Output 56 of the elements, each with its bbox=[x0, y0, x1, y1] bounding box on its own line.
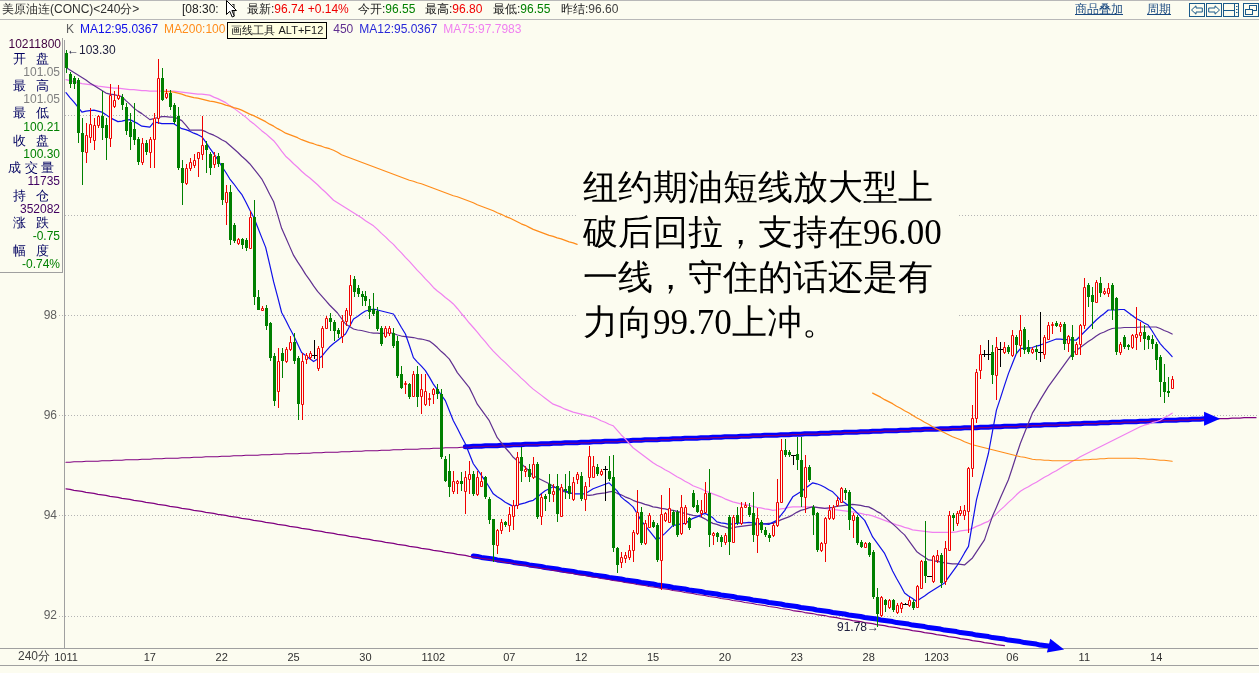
x-tick-label: 12 bbox=[575, 651, 588, 664]
y-tick-label: 92 bbox=[43, 608, 58, 623]
x-tick-label: 23 bbox=[790, 651, 803, 664]
text: 收盘 bbox=[13, 133, 49, 148]
text: 幅度 bbox=[13, 243, 49, 258]
text: 周期 bbox=[1147, 2, 1171, 16]
text: 100.30 bbox=[23, 147, 60, 161]
text: 101.05 bbox=[23, 92, 60, 106]
text: 涨跌 bbox=[13, 215, 49, 230]
text: -0.74% bbox=[21, 257, 60, 271]
text: MA200:100 bbox=[164, 22, 226, 36]
annotation: ←103.30 bbox=[67, 43, 116, 57]
x-tick-label: 14 bbox=[1150, 651, 1163, 664]
text: 昨结:96.60 bbox=[561, 2, 619, 16]
text: MA12:95.0367 bbox=[359, 22, 438, 36]
text: 352082 bbox=[19, 202, 60, 216]
annotation: 91.78→ bbox=[836, 620, 879, 634]
text: 最低 bbox=[13, 105, 49, 120]
y-tick-label: 98 bbox=[43, 307, 58, 322]
x-tick-label: 06 bbox=[1006, 651, 1019, 664]
x-tick-label: 1011 bbox=[54, 651, 78, 664]
x-tick-label: 1102 bbox=[421, 651, 446, 664]
annotation: 纽约期油短线放大型上破后回拉，支持在96.00一线，守住的话还是有力向99.70上冲。 bbox=[583, 167, 943, 344]
x-tick-label: 11 bbox=[1078, 651, 1090, 664]
x-tick-label: 20 bbox=[718, 651, 732, 664]
text: 最高:96.80 bbox=[425, 2, 483, 16]
x-tick-label: 28 bbox=[862, 651, 875, 664]
y-tick-label: 94 bbox=[43, 508, 58, 523]
text: 最高 bbox=[13, 78, 49, 93]
legend-title: K bbox=[66, 22, 75, 36]
text: 持仓 bbox=[13, 188, 49, 203]
text: MA75:97.7983 bbox=[443, 22, 522, 36]
text: 画线工具 ALT+F12 bbox=[227, 21, 328, 39]
text: -0.75 bbox=[32, 229, 60, 243]
text: 最低:96.55 bbox=[493, 2, 551, 16]
text: 100.21 bbox=[23, 120, 60, 134]
x-tick-label: 30 bbox=[359, 651, 372, 664]
text: 10211800 bbox=[8, 37, 61, 51]
text: 101.05 bbox=[23, 65, 60, 79]
x-tick-label: 15 bbox=[646, 651, 660, 664]
y-tick-label: 96 bbox=[43, 407, 58, 422]
x-tick-label: 1203 bbox=[924, 651, 949, 664]
text: 开盘 bbox=[13, 51, 49, 66]
text: 成交量 bbox=[8, 160, 54, 175]
x-tick-label: 07 bbox=[503, 651, 516, 664]
text: 450 bbox=[333, 22, 354, 36]
text: 最新:96.74 +0.14% bbox=[247, 2, 349, 16]
chart-title: 美原油连(CONC)<240分> bbox=[2, 2, 140, 16]
text: 今开:96.55 bbox=[358, 2, 416, 16]
x-tick-label: 22 bbox=[215, 651, 228, 664]
text: 商品叠加 bbox=[1075, 2, 1123, 16]
text: 11735 bbox=[27, 174, 60, 188]
x-tick-label: 17 bbox=[143, 651, 156, 664]
text: MA12:95.0367 bbox=[80, 22, 159, 36]
x-tick-label: 25 bbox=[287, 651, 300, 664]
text: 240分 bbox=[17, 649, 50, 663]
